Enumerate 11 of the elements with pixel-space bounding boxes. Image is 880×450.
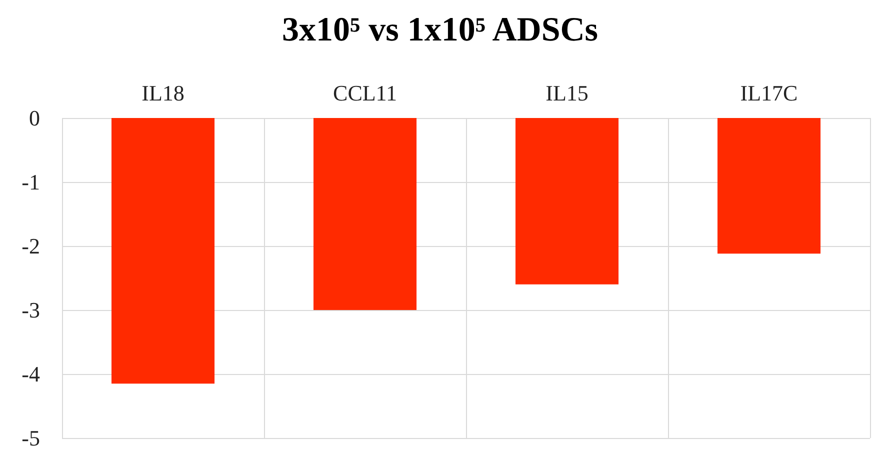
y-tick-label: 0 xyxy=(29,106,40,130)
x-tick-label: IL17C xyxy=(740,80,798,106)
y-tick-label: -2 xyxy=(22,234,40,258)
x-tick-label: CCL11 xyxy=(333,80,397,106)
y-tick-label: -3 xyxy=(22,298,40,322)
y-tick-label: -1 xyxy=(22,170,40,194)
x-tick-label: IL18 xyxy=(142,80,184,106)
x-tick-label: IL15 xyxy=(546,80,588,106)
chart-title: 3x10⁵ vs 1x10⁵ ADSCs xyxy=(282,12,598,48)
y-tick-label: -5 xyxy=(22,426,40,450)
y-tick-label: -4 xyxy=(22,362,40,386)
